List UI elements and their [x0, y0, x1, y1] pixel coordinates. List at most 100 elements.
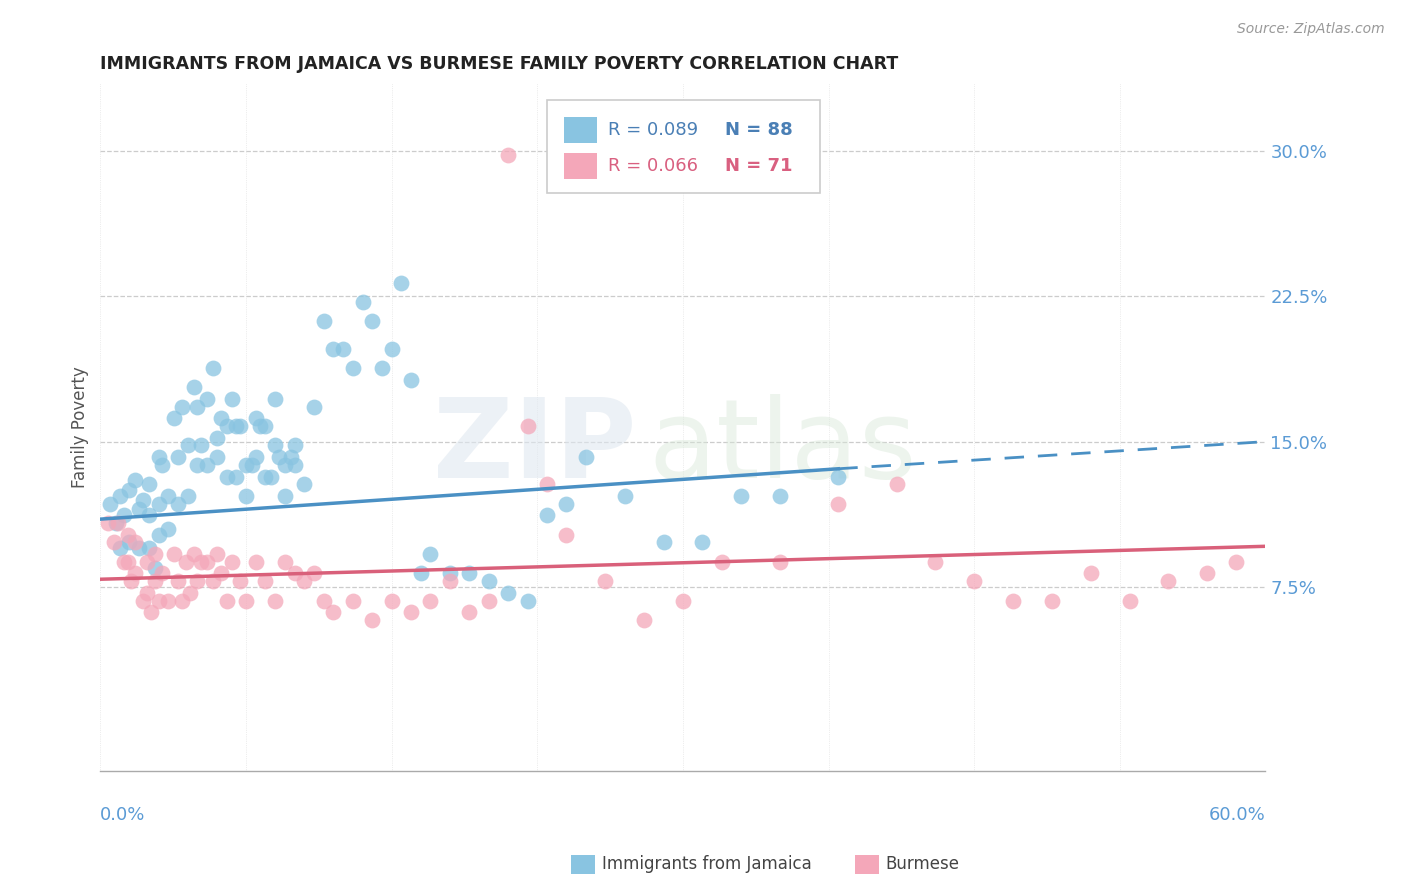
Point	[195, 555, 218, 569]
Text: 0.0%: 0.0%	[100, 805, 146, 823]
Point	[274, 555, 297, 569]
Y-axis label: Family Poverty: Family Poverty	[72, 367, 89, 488]
Point	[186, 458, 208, 472]
Point	[245, 450, 267, 464]
Point	[157, 489, 180, 503]
Point	[225, 469, 247, 483]
Point	[112, 555, 135, 569]
Point	[186, 574, 208, 589]
Point	[1197, 566, 1219, 581]
Point	[240, 458, 263, 472]
Point	[138, 508, 160, 523]
Point	[264, 438, 287, 452]
Point	[148, 497, 170, 511]
Point	[264, 392, 287, 406]
Point	[167, 574, 190, 589]
Text: R = 0.066: R = 0.066	[609, 157, 699, 175]
Point	[170, 593, 193, 607]
Point	[201, 361, 224, 376]
Text: N = 88: N = 88	[725, 120, 793, 139]
Text: 60.0%: 60.0%	[1209, 805, 1265, 823]
Point	[143, 560, 166, 574]
Point	[143, 574, 166, 589]
Point	[458, 566, 481, 581]
Point	[108, 489, 131, 503]
Point	[254, 419, 277, 434]
Point	[97, 516, 120, 530]
Point	[235, 593, 257, 607]
Point	[195, 458, 218, 472]
Point	[730, 489, 752, 503]
Point	[205, 431, 228, 445]
Point	[186, 400, 208, 414]
Point	[924, 555, 946, 569]
Point	[174, 555, 197, 569]
Point	[245, 555, 267, 569]
Point	[1002, 593, 1025, 607]
Text: Burmese: Burmese	[886, 855, 960, 873]
Point	[886, 477, 908, 491]
Point	[117, 555, 139, 569]
Point	[98, 497, 121, 511]
Point	[138, 541, 160, 556]
Point	[274, 458, 297, 472]
Point	[496, 586, 519, 600]
Point	[143, 547, 166, 561]
Point	[235, 458, 257, 472]
Point	[136, 586, 159, 600]
Point	[167, 450, 190, 464]
Point	[478, 593, 501, 607]
Point	[302, 566, 325, 581]
FancyBboxPatch shape	[564, 153, 596, 178]
Point	[613, 489, 636, 503]
Point	[152, 458, 174, 472]
Point	[190, 555, 212, 569]
Point	[478, 574, 501, 589]
Point	[103, 535, 125, 549]
Point	[332, 342, 354, 356]
Point	[555, 497, 578, 511]
Point	[163, 547, 186, 561]
Point	[536, 477, 558, 491]
Text: Source: ZipAtlas.com: Source: ZipAtlas.com	[1237, 22, 1385, 37]
Point	[254, 469, 277, 483]
Point	[371, 361, 394, 376]
Point	[1118, 593, 1140, 607]
Point	[692, 535, 714, 549]
Point	[381, 593, 404, 607]
Point	[361, 314, 384, 328]
Point	[245, 411, 267, 425]
Point	[342, 593, 364, 607]
Text: Immigrants from Jamaica: Immigrants from Jamaica	[602, 855, 811, 873]
FancyBboxPatch shape	[547, 100, 821, 194]
Point	[215, 593, 238, 607]
Point	[163, 411, 186, 425]
Point	[633, 613, 655, 627]
Point	[254, 574, 277, 589]
Point	[221, 392, 243, 406]
Point	[516, 593, 538, 607]
Point	[292, 477, 315, 491]
Point	[112, 508, 135, 523]
Point	[575, 450, 598, 464]
Point	[274, 489, 297, 503]
Point	[148, 527, 170, 541]
Point	[409, 566, 432, 581]
Text: ZIP: ZIP	[433, 394, 637, 501]
Point	[152, 566, 174, 581]
Point	[267, 450, 290, 464]
Point	[209, 566, 232, 581]
Point	[283, 566, 305, 581]
Point	[235, 489, 257, 503]
Point	[419, 547, 441, 561]
Point	[132, 492, 155, 507]
Point	[389, 276, 412, 290]
Point	[124, 535, 146, 549]
Point	[312, 314, 335, 328]
Point	[769, 555, 792, 569]
Point	[104, 516, 127, 530]
Point	[139, 605, 162, 619]
Point	[827, 469, 849, 483]
Point	[138, 477, 160, 491]
Point	[170, 400, 193, 414]
